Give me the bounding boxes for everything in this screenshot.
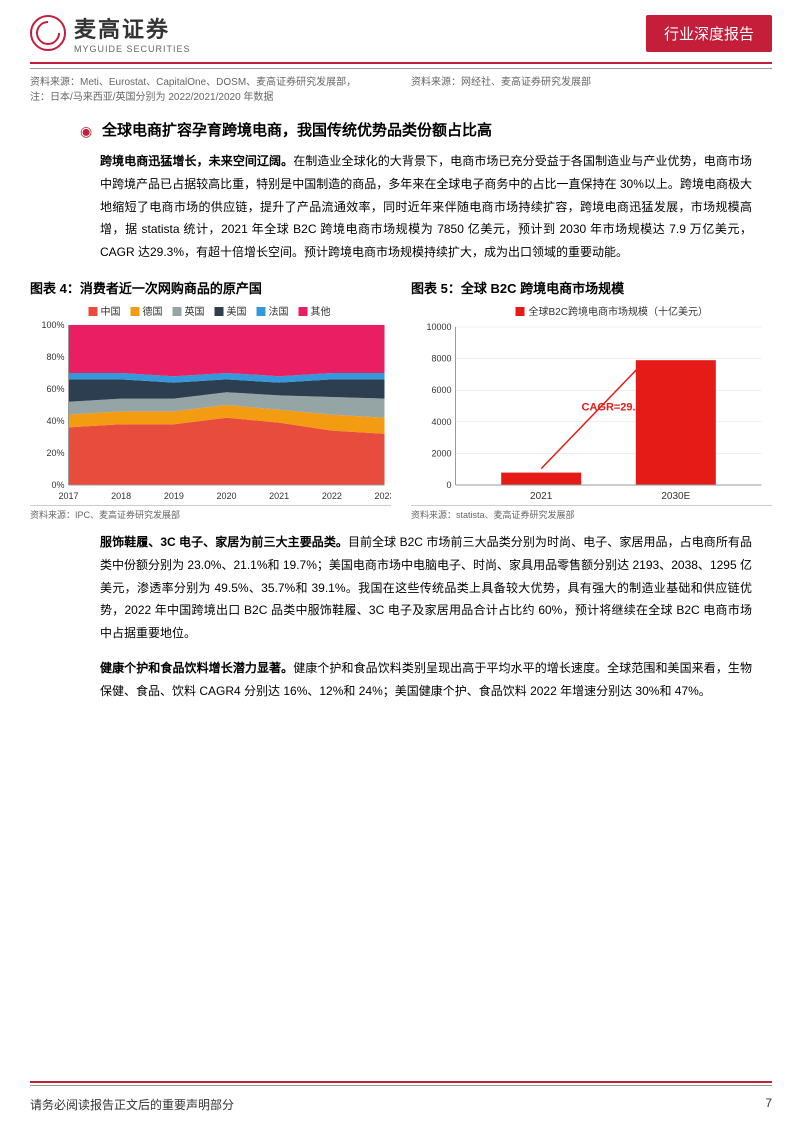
svg-text:全球B2C跨境电商市场规模（十亿美元）: 全球B2C跨境电商市场规模（十亿美元） <box>529 305 708 318</box>
svg-text:2022: 2022 <box>322 491 342 501</box>
svg-text:英国: 英国 <box>185 305 205 318</box>
page-header: 麦高证券 MYGUIDE SECURITIES 行业深度报告 <box>0 0 802 54</box>
svg-text:2018: 2018 <box>111 491 131 501</box>
svg-text:8000: 8000 <box>431 354 451 364</box>
svg-text:2021: 2021 <box>530 491 553 502</box>
chart-5-title: 图表 5：全球 B2C 跨境电商市场规模 <box>411 278 772 297</box>
svg-text:CAGR=29.3%: CAGR=29.3% <box>582 401 652 413</box>
chart-5-svg: 全球B2C跨境电商市场规模（十亿美元） 0 2000 4000 6000 8000 1000… <box>411 303 772 503</box>
svg-text:2030E: 2030E <box>661 491 690 502</box>
section-heading: ◉ 全球电商扩容孕育跨境电商，我国传统优势品类份额占比高 <box>0 107 802 146</box>
svg-text:2000: 2000 <box>431 448 451 458</box>
charts-row: 图表 4：消费者近一次网购商品的原产国 中国 德国 英国 美国 法国 其他 0% 20% 40%… <box>0 272 802 527</box>
source-left-1: 资料来源：Meti、Eurostat、CapitalOne、DOSM、麦高证券研… <box>30 73 391 88</box>
svg-text:美国: 美国 <box>227 305 247 318</box>
svg-text:2017: 2017 <box>58 491 78 501</box>
svg-text:0%: 0% <box>51 480 64 490</box>
source-right: 资料来源：网经社、麦高证券研究发展部 <box>401 73 772 103</box>
paragraph-2: 服饰鞋履、3C 电子、家居为前三大主要品类。目前全球 B2C 市场前三大品类分别… <box>0 527 802 653</box>
chart-5: 图表 5：全球 B2C 跨境电商市场规模 全球B2C跨境电商市场规模（十亿美元）… <box>411 278 772 521</box>
page-number: 7 <box>765 1096 772 1113</box>
chart-4-svg: 中国 德国 英国 美国 法国 其他 0% 20% 40% 60% 80% 100% 2017 2018 20… <box>30 303 391 503</box>
svg-text:2023: 2023 <box>374 491 391 501</box>
svg-text:20%: 20% <box>46 448 64 458</box>
svg-text:0: 0 <box>446 480 451 490</box>
logo-text-cn: 麦高证券 <box>74 12 191 44</box>
header-rule-red <box>30 62 772 64</box>
chart-4-title: 图表 4：消费者近一次网购商品的原产国 <box>30 278 391 297</box>
svg-text:4000: 4000 <box>431 417 451 427</box>
para3-lead: 健康个护和食品饮料增长潜力显著。 <box>100 661 293 675</box>
bullet-icon: ◉ <box>80 123 94 137</box>
para1-lead: 跨境电商迅猛增长，未来空间辽阔。 <box>100 154 293 168</box>
svg-text:法国: 法国 <box>269 305 289 318</box>
chart-4-source: 资料来源：IPC、麦高证券研究发展部 <box>30 505 391 521</box>
svg-text:中国: 中国 <box>101 305 121 318</box>
para2-body: 目前全球 B2C 市场前三大品类分别为时尚、电子、家居用品，占电商所有品类中份额… <box>100 535 752 640</box>
report-type-badge: 行业深度报告 <box>646 15 772 52</box>
svg-text:100%: 100% <box>41 320 64 330</box>
para2-lead: 服饰鞋履、3C 电子、家居为前三大主要品类。 <box>100 535 348 549</box>
logo: 麦高证券 MYGUIDE SECURITIES <box>30 12 191 54</box>
svg-text:德国: 德国 <box>143 305 163 318</box>
svg-text:80%: 80% <box>46 352 64 362</box>
section-heading-text: 全球电商扩容孕育跨境电商，我国传统优势品类份额占比高 <box>102 119 492 140</box>
source-left-2: 注：日本/马来西亚/英国分别为 2022/2021/2020 年数据 <box>30 88 391 103</box>
para1-body: 在制造业全球化的大背景下，电商市场已充分受益于各国制造业与产业优势，电商市场中跨… <box>100 154 752 259</box>
chart-4: 图表 4：消费者近一次网购商品的原产国 中国 德国 英国 美国 法国 其他 0% 20% 40%… <box>30 278 391 521</box>
logo-text-en: MYGUIDE SECURITIES <box>74 44 191 54</box>
svg-text:2019: 2019 <box>164 491 184 501</box>
chart-5-source: 资料来源：statista、麦高证券研究发展部 <box>411 505 772 521</box>
footer-disclaimer: 请务必阅读报告正文后的重要声明部分 <box>30 1096 234 1113</box>
svg-text:60%: 60% <box>46 384 64 394</box>
svg-text:2021: 2021 <box>269 491 289 501</box>
svg-text:其他: 其他 <box>311 305 331 318</box>
paragraph-3: 健康个护和食品饮料增长潜力显著。健康个护和食品饮料类别呈现出高于平均水平的增长速… <box>0 653 802 711</box>
svg-text:2020: 2020 <box>216 491 236 501</box>
top-source-row: 资料来源：Meti、Eurostat、CapitalOne、DOSM、麦高证券研… <box>0 69 802 107</box>
footer-rule-red <box>30 1081 772 1083</box>
svg-text:10000: 10000 <box>426 322 451 332</box>
svg-text:6000: 6000 <box>431 385 451 395</box>
paragraph-1: 跨境电商迅猛增长，未来空间辽阔。在制造业全球化的大背景下，电商市场已充分受益于各… <box>0 146 802 272</box>
svg-text:40%: 40% <box>46 416 64 426</box>
logo-icon <box>30 15 66 51</box>
page-footer: 请务必阅读报告正文后的重要声明部分 7 <box>0 1081 802 1133</box>
